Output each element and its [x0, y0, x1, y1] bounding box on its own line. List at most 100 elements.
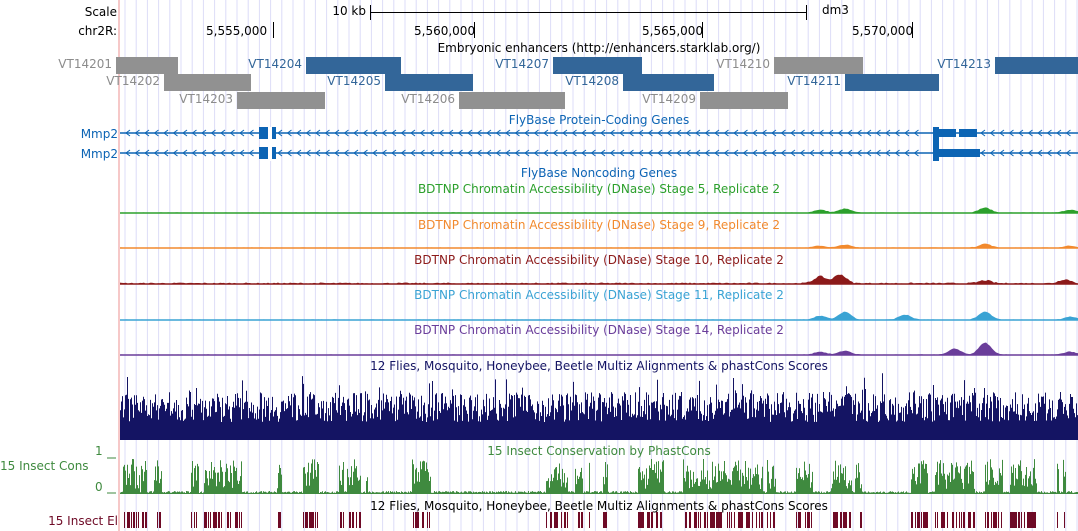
dnase-signal [120, 311, 1078, 320]
strand-arrow [657, 129, 663, 137]
tick [273, 22, 274, 38]
multiz-track-title[interactable]: 12 Flies, Mosquito, Honeybee, Beetle Mul… [370, 359, 828, 373]
enhancer-label[interactable]: VT14213 [937, 57, 991, 71]
gene-label-mmp2[interactable]: Mmp2 [80, 127, 118, 141]
strand-arrow [324, 129, 330, 137]
strand-arrow [704, 129, 710, 137]
strand-arrow [657, 149, 663, 157]
enhancer-label[interactable]: VT14211 [787, 74, 841, 88]
strand-arrow [638, 129, 644, 137]
enhancer-label[interactable]: VT14203 [179, 92, 233, 106]
strand-arrow [220, 149, 226, 157]
enhancer-label[interactable]: VT14207 [495, 57, 549, 71]
enhancer-label[interactable]: VT14201 [58, 57, 112, 71]
enhancer-box[interactable] [459, 92, 565, 109]
strand-arrow [400, 129, 406, 137]
strand-arrow [1046, 129, 1052, 137]
strand-arrow [248, 129, 254, 137]
strand-arrow [543, 129, 549, 137]
strand-arrow [305, 149, 311, 157]
enhancers-track-title[interactable]: Embryonic enhancers (http://enhancers.st… [437, 41, 761, 55]
enhancer-box[interactable] [164, 74, 251, 91]
enhancer-box[interactable] [995, 57, 1078, 74]
strand-arrow [1037, 129, 1043, 137]
strand-arrow [486, 149, 492, 157]
strand-arrow [315, 129, 321, 137]
enhancer-label[interactable]: VT14202 [106, 74, 160, 88]
strand-arrow [410, 129, 416, 137]
strand-arrow [761, 129, 767, 137]
elements-track-title[interactable]: 12 Flies, Mosquito, Honeybee, Beetle Mul… [370, 499, 828, 513]
enhancer-label[interactable]: VT14204 [248, 57, 302, 71]
dnase-signal [120, 342, 1078, 355]
enhancer-box[interactable] [116, 57, 178, 74]
dnase-stage14-title[interactable]: BDTNP Chromatin Accessibility (DNase) St… [414, 323, 784, 337]
strand-arrow [514, 129, 520, 137]
strand-arrow [505, 149, 511, 157]
dnase-signal [120, 274, 1078, 284]
strand-arrow [296, 149, 302, 157]
enhancer-label[interactable]: VT14206 [401, 92, 455, 106]
enhancer-box[interactable] [845, 74, 939, 91]
strand-arrow [163, 129, 169, 137]
strand-arrow [733, 129, 739, 137]
strand-arrow [153, 149, 159, 157]
strand-arrow [1008, 129, 1014, 137]
enhancer-box[interactable] [385, 74, 473, 91]
enhancer-label[interactable]: VT14209 [642, 92, 696, 106]
exon [933, 127, 939, 161]
conserved-elements [124, 512, 1065, 528]
strand-arrow [989, 129, 995, 137]
enhancer-box[interactable] [553, 57, 642, 74]
enhancer-label[interactable]: VT14205 [327, 74, 381, 88]
strand-arrow [429, 149, 435, 157]
strand-arrow [495, 149, 501, 157]
dnase-stage11-title[interactable]: BDTNP Chromatin Accessibility (DNase) St… [414, 288, 784, 302]
dnase-signal [120, 207, 1078, 213]
strand-arrow [856, 149, 862, 157]
strand-arrow [562, 149, 568, 157]
strand-arrow [828, 129, 834, 137]
enhancer-label[interactable]: VT14208 [565, 74, 619, 88]
phastcons-track-title[interactable]: 15 Insect Conservation by PhastCons [487, 444, 711, 458]
enhancer-box[interactable] [623, 74, 714, 91]
strand-arrow [172, 129, 178, 137]
dnase-stage5-title[interactable]: BDTNP Chromatin Accessibility (DNase) St… [417, 182, 781, 196]
strand-arrow [1027, 129, 1033, 137]
strand-arrow [239, 149, 245, 157]
strand-arrow [191, 129, 197, 137]
scale-bar [370, 12, 807, 13]
strand-arrow [647, 129, 653, 137]
strand-arrow [866, 129, 872, 137]
genes-track-title[interactable]: FlyBase Protein-Coding Genes [508, 113, 690, 127]
strand-arrow [1018, 149, 1024, 157]
enhancer-box[interactable] [700, 92, 788, 109]
strand-arrow [723, 149, 729, 157]
strand-arrow [875, 129, 881, 137]
strand-arrow [913, 149, 919, 157]
elements-track-label[interactable]: 15 Insect El [48, 514, 118, 528]
strand-arrow [457, 149, 463, 157]
strand-arrow [714, 129, 720, 137]
strand-arrow [780, 129, 786, 137]
enhancer-box[interactable] [306, 57, 401, 74]
strand-arrow [448, 149, 454, 157]
enhancer-label[interactable]: VT14210 [716, 57, 770, 71]
strand-arrow [581, 129, 587, 137]
strand-arrow [381, 129, 387, 137]
strand-arrow [989, 149, 995, 157]
noncoding-track-title[interactable]: FlyBase Noncoding Genes [520, 166, 678, 180]
strand-arrow [666, 149, 672, 157]
enhancer-box[interactable] [774, 57, 863, 74]
strand-arrow [809, 149, 815, 157]
tick-label: 5,560,000 [414, 24, 476, 38]
strand-arrow [1046, 149, 1052, 157]
strand-arrow [229, 129, 235, 137]
phastcons-track-label[interactable]: 15 Insect Cons [0, 459, 89, 473]
strand-arrow [543, 149, 549, 157]
gene-label-mmp2[interactable]: Mmp2 [80, 147, 118, 161]
dnase-stage10-title[interactable]: BDTNP Chromatin Accessibility (DNase) St… [414, 253, 784, 267]
dnase-stage9-title[interactable]: BDTNP Chromatin Accessibility (DNase) St… [417, 218, 781, 232]
enhancer-box[interactable] [237, 92, 325, 109]
